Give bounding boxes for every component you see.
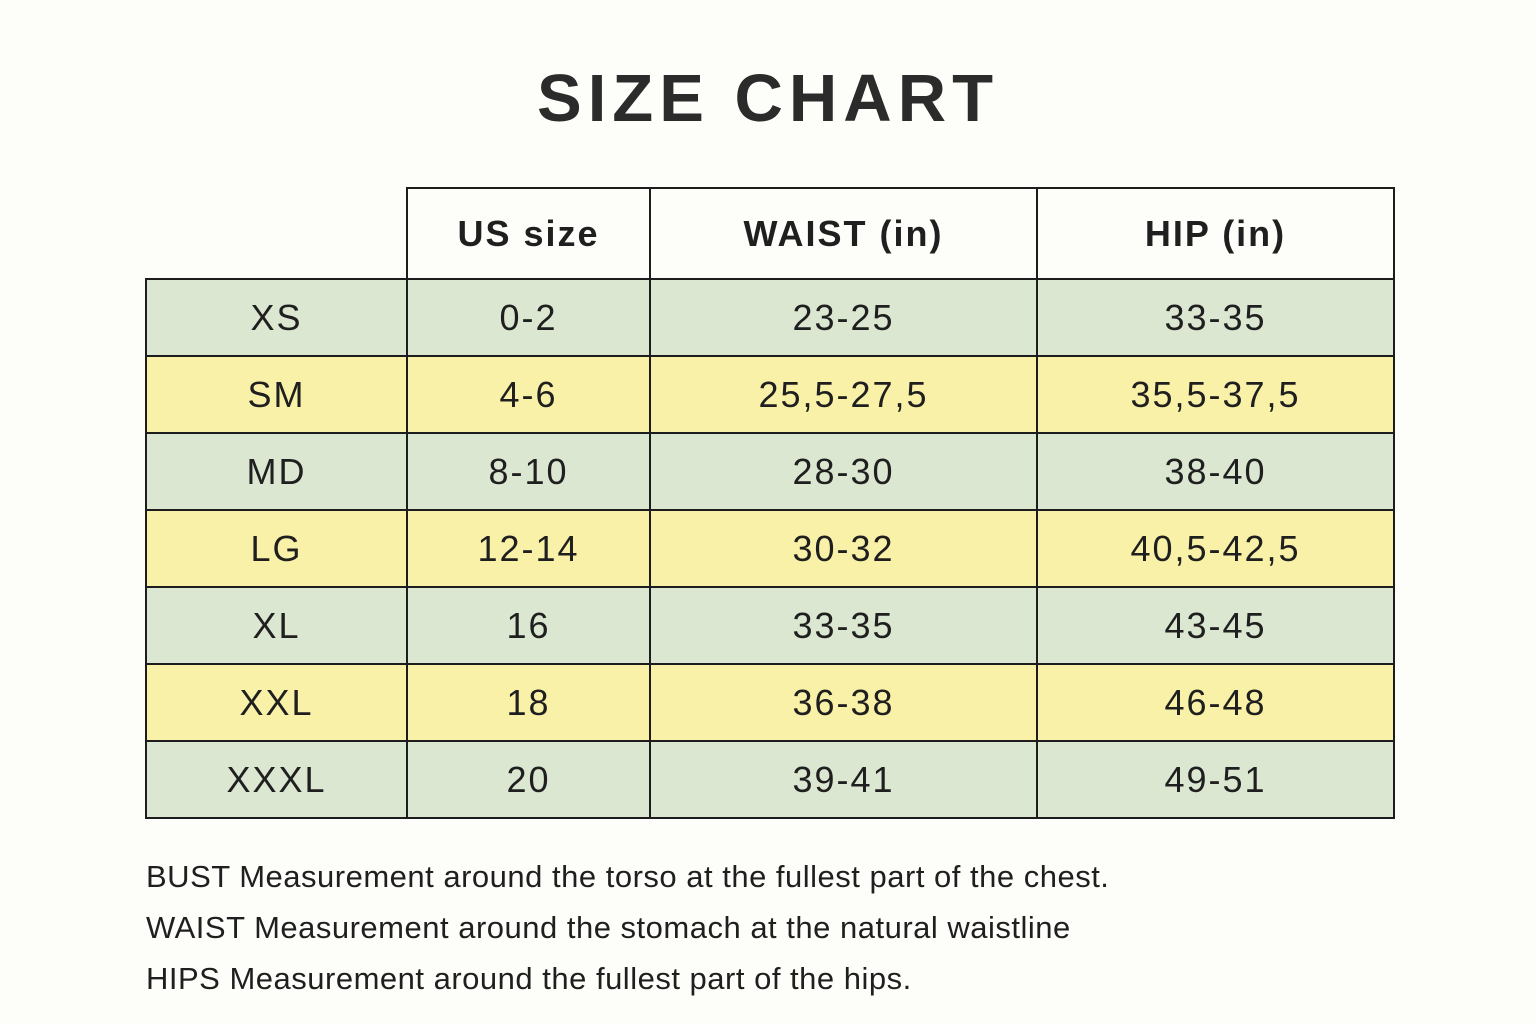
waist-value: 30-32 [649, 509, 1038, 588]
waist-value: 39-41 [649, 740, 1038, 819]
us-size-value: 4-6 [406, 355, 651, 434]
page-title: SIZE CHART [537, 61, 999, 136]
us-size-value: 0-2 [406, 278, 651, 357]
hip-value: 38-40 [1036, 432, 1395, 511]
hip-value: 43-45 [1036, 586, 1395, 665]
table-row-xxxl: XXXL 20 39-41 49-51 [145, 740, 1395, 819]
hip-value: 33-35 [1036, 278, 1395, 357]
us-size-value: 20 [406, 740, 651, 819]
note-waist: WAIST Measurement around the stomach at … [146, 910, 1071, 945]
size-label: XXXL [145, 740, 408, 819]
size-label: SM [145, 355, 408, 434]
measurement-notes: BUST Measurement around the torso at the… [146, 851, 1536, 1004]
table-row-xs: XS 0-2 23-25 33-35 [145, 278, 1395, 357]
table-row-sm: SM 4-6 25,5-27,5 35,5-37,5 [145, 355, 1395, 434]
table-row-md: MD 8-10 28-30 38-40 [145, 432, 1395, 511]
table-row-xxl: XXL 18 36-38 46-48 [145, 663, 1395, 742]
waist-value: 28-30 [649, 432, 1038, 511]
size-label: LG [145, 509, 408, 588]
note-hips: HIPS Measurement around the fullest part… [146, 961, 912, 996]
us-size-value: 18 [406, 663, 651, 742]
col-header-hip: HIP (in) [1036, 187, 1395, 280]
hip-value: 35,5-37,5 [1036, 355, 1395, 434]
size-label: XL [145, 586, 408, 665]
size-label: XXL [145, 663, 408, 742]
size-chart-table: US size WAIST (in) HIP (in) XS 0-2 23-25… [145, 187, 1395, 819]
us-size-value: 12-14 [406, 509, 651, 588]
us-size-value: 8-10 [406, 432, 651, 511]
note-bust: BUST Measurement around the torso at the… [146, 859, 1110, 894]
hip-value: 40,5-42,5 [1036, 509, 1395, 588]
corner-empty-cell [146, 188, 407, 279]
table-row-xl: XL 16 33-35 43-45 [145, 586, 1395, 665]
col-header-us-size: US size [406, 187, 651, 280]
waist-value: 25,5-27,5 [649, 355, 1038, 434]
waist-value: 36-38 [649, 663, 1038, 742]
size-label: MD [145, 432, 408, 511]
header-row: US size WAIST (in) HIP (in) [146, 187, 1395, 280]
col-header-waist: WAIST (in) [649, 187, 1038, 280]
waist-value: 23-25 [649, 278, 1038, 357]
hip-value: 46-48 [1036, 663, 1395, 742]
size-label: XS [145, 278, 408, 357]
table-row-lg: LG 12-14 30-32 40,5-42,5 [145, 509, 1395, 588]
hip-value: 49-51 [1036, 740, 1395, 819]
waist-value: 33-35 [649, 586, 1038, 665]
us-size-value: 16 [406, 586, 651, 665]
